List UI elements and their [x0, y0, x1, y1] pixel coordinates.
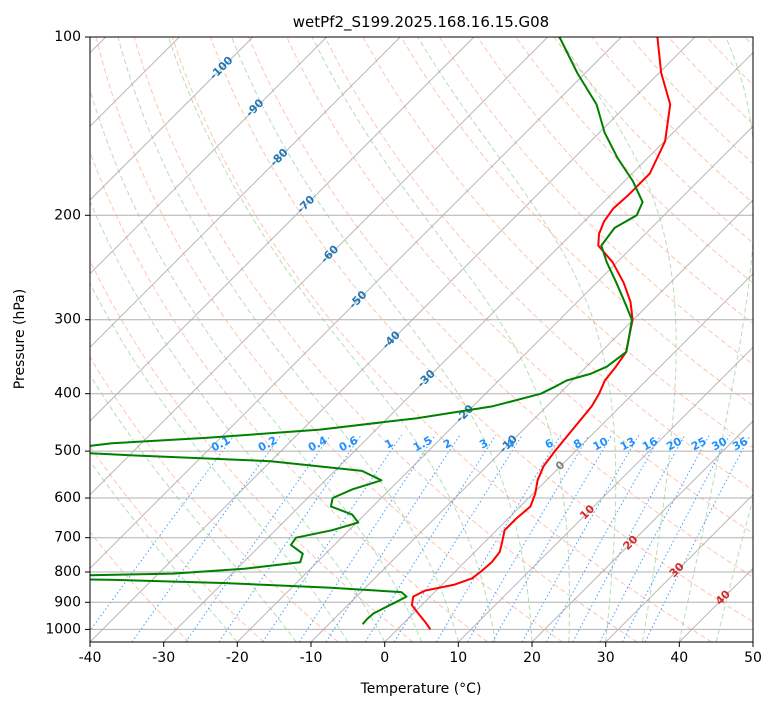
y-tick-label: 400: [54, 386, 81, 402]
x-tick-label: 10: [449, 650, 467, 666]
x-tick-label: 30: [597, 650, 615, 666]
x-tick-label: -20: [226, 650, 249, 666]
y-axis-label: Pressure (hPa): [12, 289, 28, 389]
chart-title: wetPf2_S199.2025.168.16.15.G08: [293, 13, 549, 32]
x-tick-label: -30: [152, 650, 175, 666]
x-tick-label: 20: [523, 650, 541, 666]
y-tick-label: 1000: [45, 621, 81, 637]
y-tick-label: 500: [54, 443, 81, 459]
y-tick-label: 200: [54, 207, 81, 223]
y-tick-label: 700: [54, 530, 81, 546]
y-tick-label: 900: [54, 594, 81, 610]
x-tick-label: -10: [300, 650, 323, 666]
x-tick-label: -40: [79, 650, 102, 666]
x-axis-label: Temperature (°C): [360, 681, 482, 697]
y-tick-label: 800: [54, 564, 81, 580]
x-tick-label: 50: [744, 650, 762, 666]
y-tick-label: 300: [54, 312, 81, 328]
x-tick-label: 0: [380, 650, 389, 666]
x-tick-label: 40: [670, 650, 688, 666]
y-tick-label: 100: [54, 29, 81, 45]
y-tick-label: 600: [54, 490, 81, 506]
